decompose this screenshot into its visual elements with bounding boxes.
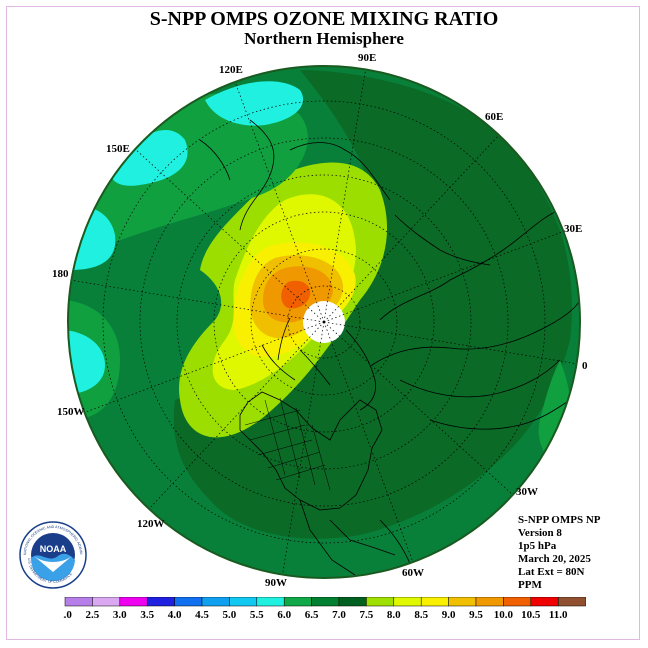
colorbar-tick-label: 11.0	[549, 609, 568, 621]
coastlines	[199, 119, 580, 578]
us-state-borders	[244, 397, 331, 491]
colorbar-tick-label: 7.0	[332, 609, 346, 621]
colorbar-tick-label: 9.0	[442, 609, 456, 621]
colorbar-swatch	[283, 597, 312, 607]
colorbar-swatch	[174, 597, 203, 607]
noaa-logo: NOAA NATIONAL OCEANIC AND ATMOSPHERIC AD…	[18, 520, 87, 589]
lon-label-120e: 120E	[219, 64, 243, 76]
colorbar-tick-label: 8.5	[414, 609, 428, 621]
colorbar-swatch	[92, 597, 121, 607]
colorbar-swatch	[119, 597, 148, 607]
colorbar-swatch	[311, 597, 340, 607]
lon-label-60e: 60E	[485, 111, 503, 123]
colorbar-tick-label: 4.0	[168, 609, 182, 621]
lon-label-30e: 30E	[564, 223, 582, 235]
colorbar-swatch	[201, 597, 230, 607]
map-title: S-NPP OMPS OZONE MIXING RATIO	[149, 8, 499, 30]
colorbar-tick-label: 5.5	[250, 609, 264, 621]
colorbar-swatch	[64, 597, 93, 607]
colorbar-swatch	[557, 597, 586, 607]
lon-label-150w: 150W	[57, 406, 85, 418]
colorbar-swatch	[256, 597, 285, 607]
colorbar-tick-label: 8.0	[387, 609, 401, 621]
colorbar: 2.0 2.5 3.0 3.5 4.0 4.5 5.0 5.5 6.0 6.5 7.0 7.5 8.0 8…	[63, 597, 586, 621]
longitude-labels: 120E 90E 60E 30E 0 30W 60W 90W 120W 150W…	[52, 52, 588, 589]
colorbar-tick-label: 10.5	[521, 609, 541, 621]
info-units: PPM	[518, 579, 542, 591]
lon-label-30w: 30W	[516, 486, 538, 498]
colorbar-tick-label: 6.5	[305, 609, 319, 621]
colorbar-swatch	[229, 597, 258, 607]
info-version: Version 8	[518, 527, 562, 539]
noaa-logo-text: NOAA	[40, 544, 67, 554]
colorbar-tick-label: 4.5	[195, 609, 209, 621]
colorbar-swatch	[338, 597, 367, 607]
colorbar-swatch	[420, 597, 449, 607]
colorbar-swatches	[64, 597, 586, 607]
lon-label-120w: 120W	[137, 518, 165, 530]
field-5p5-n	[205, 81, 304, 126]
info-level: 1p5 hPa	[518, 540, 557, 552]
lon-label-0: 0	[582, 360, 588, 372]
colorbar-swatch	[393, 597, 422, 607]
colorbar-ticks: 2.0 2.5 3.0 3.5 4.0 4.5 5.0 5.5 6.0 6.5 7.0 7.5 8.0 8…	[63, 609, 568, 621]
colorbar-swatch	[448, 597, 477, 607]
field-10p0	[281, 280, 311, 309]
colorbar-tick-label: 3.0	[113, 609, 127, 621]
figure-frame	[6, 6, 640, 640]
info-date: March 20, 2025	[518, 553, 591, 565]
lon-label-180: 180	[52, 268, 69, 280]
lon-label-60w: 60W	[402, 567, 424, 579]
colorbar-swatch	[530, 597, 559, 607]
info-instrument: S-NPP OMPS NP	[518, 514, 601, 526]
colorbar-swatch	[475, 597, 504, 607]
colorbar-tick-label: 6.0	[277, 609, 291, 621]
lon-label-90e: 90E	[358, 52, 376, 64]
colorbar-tick-label: 3.5	[140, 609, 154, 621]
info-lat-ext: Lat Ext = 80N	[518, 566, 585, 578]
field-7p0	[173, 70, 572, 539]
colorbar-tick-label: 2.0	[63, 609, 72, 621]
colorbar-tick-label: 2.5	[86, 609, 100, 621]
lon-label-150e: 150E	[106, 143, 130, 155]
colorbar-swatch	[503, 597, 532, 607]
colorbar-swatch	[366, 597, 395, 607]
colorbar-swatch	[146, 597, 175, 607]
colorbar-tick-label: 10.0	[494, 609, 514, 621]
graticule	[69, 66, 579, 578]
map-subtitle: Northern Hemisphere	[244, 29, 404, 48]
lon-label-90w: 90W	[265, 577, 287, 589]
noaa-logo-gull	[34, 556, 72, 572]
ozone-field	[68, 66, 580, 578]
info-block: S-NPP OMPS NP Version 8 1p5 hPa March 20…	[518, 514, 601, 592]
field-5p5-nw	[110, 130, 188, 186]
colorbar-tick-label: 9.5	[469, 609, 483, 621]
map-boundary	[67, 65, 581, 579]
colorbar-tick-label: 7.5	[360, 609, 374, 621]
colorbar-tick-label: 5.0	[223, 609, 237, 621]
